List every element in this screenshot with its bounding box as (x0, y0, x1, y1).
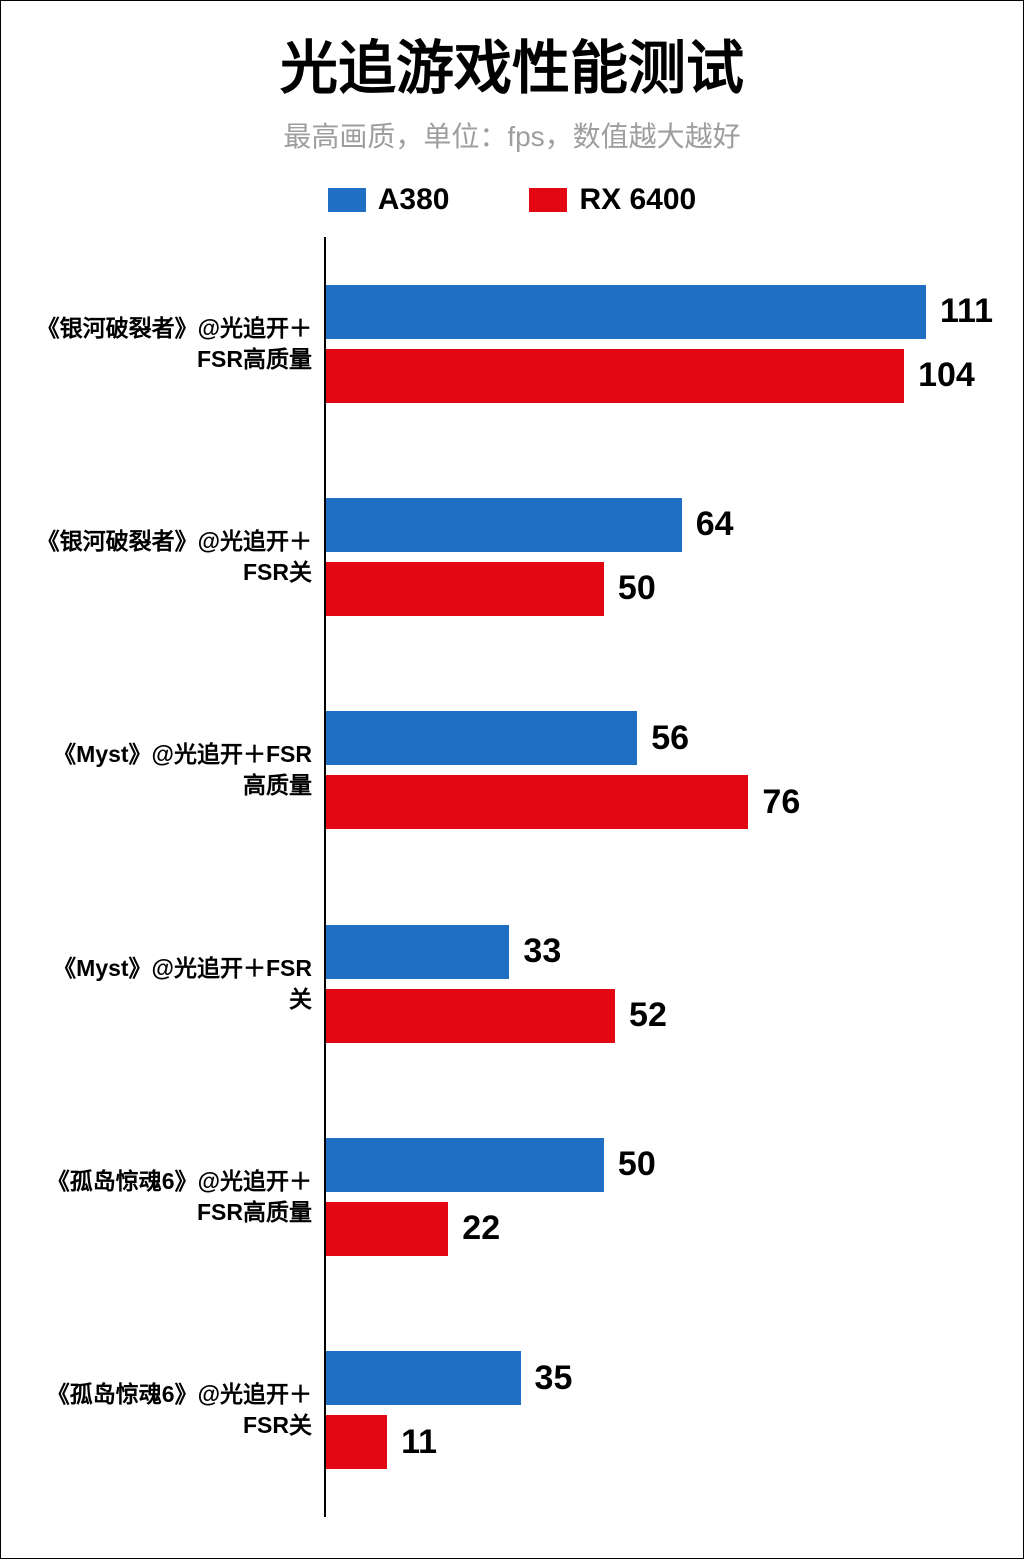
legend-label: A380 (378, 183, 450, 217)
chart-container: 光追游戏性能测试 最高画质，单位：fps，数值越大越好 A380 RX 6400… (0, 0, 1024, 1559)
bar (326, 1138, 604, 1192)
bar-group: 64 50 (326, 450, 993, 663)
bar-group: 33 52 (326, 877, 993, 1090)
chart-subtitle: 最高画质，单位：fps，数值越大越好 (31, 115, 993, 155)
bar-group: 56 76 (326, 664, 993, 877)
bar (326, 1202, 448, 1256)
bar-row: 111 (326, 285, 993, 339)
category-label: 《银河破裂者》@光追开＋FSR关 (31, 450, 324, 663)
legend: A380 RX 6400 (31, 183, 993, 217)
y-axis-labels: 《银河破裂者》@光追开＋FSR高质量《银河破裂者》@光追开＋FSR关《Myst》… (31, 237, 326, 1517)
bars-region: 111 104 64 50 56 76 33 52 50 22 35 11 (326, 237, 993, 1517)
legend-swatch-icon (328, 188, 366, 212)
value-label: 111 (940, 292, 993, 331)
bar (326, 711, 637, 765)
value-label: 50 (618, 569, 656, 608)
bar-row: 33 (326, 925, 993, 979)
value-label: 52 (629, 996, 667, 1035)
bar-group: 50 22 (326, 1090, 993, 1303)
bar (326, 349, 904, 403)
bar-row: 50 (326, 1138, 993, 1192)
category-label: 《孤岛惊魂6》@光追开＋FSR关 (31, 1304, 324, 1517)
legend-item-rx6400: RX 6400 (529, 183, 696, 217)
bar-row: 52 (326, 989, 993, 1043)
bar (326, 925, 509, 979)
bar (326, 498, 682, 552)
value-label: 35 (535, 1359, 573, 1398)
category-label: 《孤岛惊魂6》@光追开＋FSR高质量 (31, 1090, 324, 1303)
value-label: 33 (523, 932, 561, 971)
bar-row: 56 (326, 711, 993, 765)
value-label: 50 (618, 1145, 656, 1184)
value-label: 64 (696, 505, 734, 544)
bar-group: 35 11 (326, 1304, 993, 1517)
chart-title: 光追游戏性能测试 (31, 21, 993, 105)
legend-label: RX 6400 (579, 183, 696, 217)
value-label: 104 (918, 356, 975, 395)
bar (326, 1351, 521, 1405)
bar (326, 775, 748, 829)
bar-row: 50 (326, 562, 993, 616)
value-label: 22 (462, 1209, 500, 1248)
bar (326, 285, 926, 339)
bar (326, 1415, 387, 1469)
category-label: 《Myst》@光追开＋FSR高质量 (31, 664, 324, 877)
category-label: 《银河破裂者》@光追开＋FSR高质量 (31, 237, 324, 450)
plot-area: 《银河破裂者》@光追开＋FSR高质量《银河破裂者》@光追开＋FSR关《Myst》… (31, 237, 993, 1517)
value-label: 76 (762, 783, 800, 822)
value-label: 11 (401, 1423, 437, 1462)
bar-group: 111 104 (326, 237, 993, 450)
bar (326, 989, 615, 1043)
bar-row: 35 (326, 1351, 993, 1405)
bar (326, 562, 604, 616)
bar-row: 64 (326, 498, 993, 552)
value-label: 56 (651, 719, 689, 758)
legend-item-a380: A380 (328, 183, 450, 217)
bar-row: 11 (326, 1415, 993, 1469)
bar-row: 104 (326, 349, 993, 403)
category-label: 《Myst》@光追开＋FSR关 (31, 877, 324, 1090)
bar-row: 22 (326, 1202, 993, 1256)
legend-swatch-icon (529, 188, 567, 212)
bar-row: 76 (326, 775, 993, 829)
